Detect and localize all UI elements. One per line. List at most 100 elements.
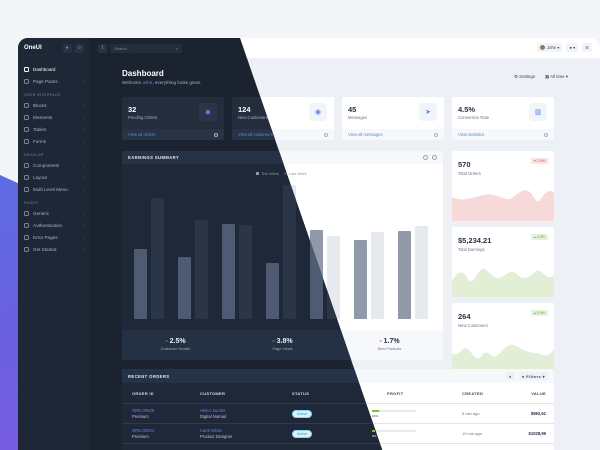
- sidebar-item-get-started[interactable]: Get Started ‹: [18, 243, 90, 255]
- view-statistics-link[interactable]: View statistics: [452, 129, 554, 140]
- theme-toggle-button[interactable]: ◐: [63, 43, 72, 53]
- search-button[interactable]: ⌕: [505, 372, 515, 380]
- search-icon: ⌕: [175, 45, 178, 51]
- menu-icon: ⁞: [101, 45, 104, 51]
- chevron-left-icon: ‹: [82, 78, 84, 84]
- refresh-icon[interactable]: [423, 155, 428, 160]
- sidebar-section-heading: User Interface: [24, 93, 61, 97]
- profit-bar: [372, 430, 416, 432]
- speedometer-icon: [24, 66, 29, 72]
- bar-this-week: [178, 256, 191, 319]
- side-overlay-button[interactable]: ☰: [582, 43, 592, 52]
- sidebar-item-error-pages[interactable]: Error Pages ‹: [18, 231, 90, 243]
- settings-icon[interactable]: [432, 155, 437, 160]
- app-logo[interactable]: OneUI: [24, 45, 42, 51]
- bar-last-week: [283, 185, 296, 319]
- energy-icon: [24, 102, 29, 108]
- bar-last-week: [239, 224, 252, 319]
- wrench-icon: [24, 162, 29, 168]
- sidebar-item-forms[interactable]: Forms ‹: [18, 135, 90, 147]
- user-menu-button[interactable]: John ▾: [537, 43, 563, 52]
- sidebar: OneUI ◐ ○ Dashboard Page Packs ‹ User Inter…: [18, 38, 90, 450]
- sidebar-item-layout[interactable]: Layout ‹: [18, 171, 90, 183]
- sidebar-item-elements[interactable]: Elements ‹: [18, 111, 90, 123]
- filters-button[interactable]: ● Filters ▾: [518, 372, 548, 380]
- chevron-down-icon: ▾: [573, 45, 576, 50]
- status-badge: Active: [292, 430, 313, 438]
- lock-icon: [24, 222, 29, 228]
- arrow-circle-icon: [434, 132, 438, 137]
- chevron-left-icon: ‹: [82, 138, 84, 144]
- arrow-circle-icon: [324, 132, 328, 137]
- bar-last-week: [195, 219, 208, 319]
- settings-button[interactable]: ⚙ Settings: [513, 74, 536, 79]
- user-name: John: [547, 45, 557, 50]
- menu-icon: ☰: [585, 45, 589, 50]
- chevron-left-icon: ‹: [82, 246, 84, 252]
- chevron-left-icon: ‹: [82, 174, 84, 180]
- side-card-total-orders: 570 Total Orders ▾ 2.2%: [452, 151, 554, 221]
- chevron-down-icon: ▾: [557, 45, 560, 50]
- user-circle-icon: ◉: [309, 103, 327, 121]
- bar-this-week: [266, 263, 279, 319]
- sidebar-item-page-packs[interactable]: Page Packs ‹: [18, 75, 90, 87]
- paper-plane-icon: ➤: [419, 103, 437, 121]
- settings-button[interactable]: ○: [75, 43, 84, 53]
- trend-badge: ▴ 9.3%: [531, 310, 548, 316]
- sidebar-item-generic[interactable]: Generic ‹: [18, 207, 90, 219]
- arrow-circle-icon: [544, 132, 548, 137]
- chevron-left-icon: ‹: [82, 162, 84, 168]
- sidebar-toggle-button[interactable]: ⁞: [98, 43, 107, 53]
- chevron-left-icon: ‹: [82, 114, 84, 120]
- chevron-left-icon: ‹: [82, 102, 84, 108]
- bar-this-week: [398, 231, 411, 319]
- magic-wand-icon: [24, 174, 29, 180]
- chevron-left-icon: ‹: [82, 210, 84, 216]
- sparkline: [452, 344, 554, 373]
- user-icon: ●: [521, 373, 525, 379]
- search-input[interactable]: Search.. ⌕: [110, 43, 182, 53]
- bar-last-week: [327, 236, 340, 319]
- sidebar-item-multi-level-menu[interactable]: Multi Level Menu ‹: [18, 183, 90, 195]
- badge-icon: [24, 114, 29, 120]
- bell-icon: ●: [569, 45, 572, 50]
- sidebar-item-blocks[interactable]: Blocks ‹: [18, 99, 90, 111]
- bar-this-week: [222, 223, 235, 319]
- sidebar-section-heading: Pages: [24, 201, 39, 205]
- sidebar-item-components[interactable]: Components ‹: [18, 159, 90, 171]
- welcome-text: Welcome John, everything looks great.: [122, 80, 202, 85]
- bar-this-week: [134, 249, 147, 319]
- sparkline: [452, 190, 554, 221]
- page-title: Dashboard: [122, 69, 164, 78]
- recent-orders-card: RECENT ORDERS ORDER ID CUSTOMER STATUS O…: [122, 369, 385, 450]
- bar-last-week: [415, 226, 428, 319]
- notifications-button[interactable]: ● ▾: [566, 43, 579, 52]
- chevron-left-icon: ‹: [82, 186, 84, 192]
- search-icon: ⌕: [509, 373, 512, 379]
- sparkline: [452, 268, 554, 297]
- bar-last-week: [151, 198, 164, 319]
- sidebar-item-dashboard[interactable]: Dashboard: [18, 63, 90, 75]
- bar-last-week: [371, 232, 384, 319]
- sidebar-item-authentication[interactable]: Authentication ‹: [18, 219, 90, 231]
- puzzle-icon: [24, 186, 29, 192]
- diamond-icon: ◆: [199, 103, 217, 121]
- calendar-icon: ▦: [545, 74, 550, 79]
- stat-card-conversion-rate: 4.5% Conversion Rate ▥ View statistics: [452, 97, 554, 140]
- stat-card-messages: 45 Messages ➤ View all messages: [342, 97, 444, 140]
- grid-icon: [24, 126, 29, 132]
- trend-badge: ▾ 2.2%: [531, 158, 548, 164]
- table-header: ORDER ID CUSTOMER STATUS: [132, 391, 310, 396]
- range-dropdown[interactable]: ▦ All time ▾: [545, 74, 568, 79]
- trend-badge: ▴ 4.2%: [531, 234, 548, 240]
- chart-icon: ▥: [529, 103, 547, 121]
- view-all-orders-link[interactable]: View all orders: [122, 129, 224, 140]
- settings-icon: ⚙: [513, 74, 518, 79]
- sidebar-item-tables[interactable]: Tables ‹: [18, 123, 90, 135]
- packs-icon: [24, 78, 29, 84]
- view-all-messages-link[interactable]: View all messages: [342, 129, 444, 140]
- layers-icon: [24, 210, 29, 216]
- app-window: John ▾ ● ▾ ☰ Dashboard Welcome John, eve…: [18, 38, 600, 450]
